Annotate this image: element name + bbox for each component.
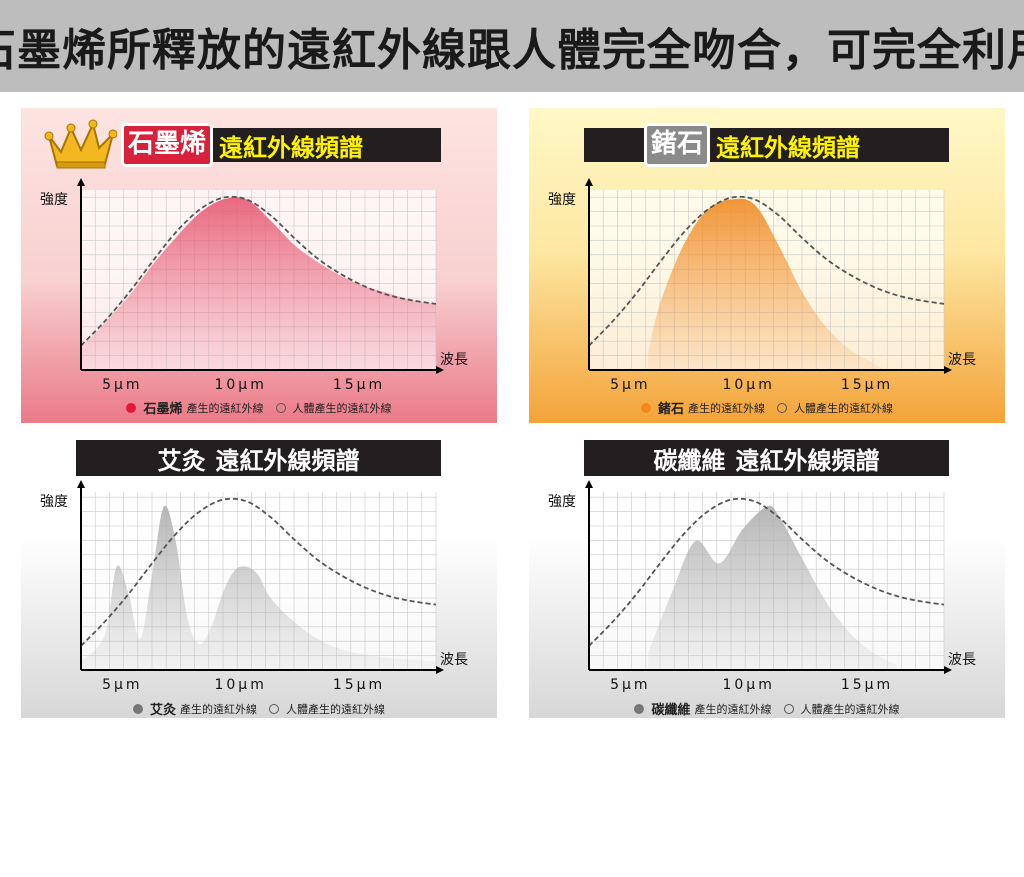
moxa-legend-suffix: 產生的遠紅外線 [180,702,257,716]
human-curve [80,497,437,647]
legend-dot [634,703,645,714]
tick-label: 15μm [333,377,385,393]
material-area [648,505,897,670]
tick-label: 5μm [102,677,142,693]
carbon-legend-material: 碳纖維 [651,703,691,718]
moxa-legend-human: 人體產生的遠紅外線 [286,702,385,716]
material-area [648,198,885,370]
tick-label: 15μm [841,377,893,393]
legend-ring [269,703,279,714]
graphene-title-text: 遠紅外線頻譜 [219,133,364,162]
y-axis-label: 強度 [40,494,68,510]
tick-label: 10μm [722,377,774,393]
germanium-legend-suffix: 產生的遠紅外線 [688,401,765,415]
carbon-title-text: 遠紅外線頻譜 [735,446,880,475]
crown-icon [44,119,117,169]
legend-ring [275,402,286,413]
graphene-title-bar: 石墨烯 遠紅外線頻譜 [121,123,441,167]
y-axis-label: 強度 [548,494,576,510]
graphene-legend-human: 人體產生的遠紅外線 [292,401,392,415]
legend-dot [132,703,143,714]
tick-label: 15μm [333,677,385,693]
moxa-title-bar: 艾灸 遠紅外線頻譜 [76,440,441,476]
y-axis-label: 強度 [40,192,68,208]
moxa-panel: 強度波長 5μm 10μm 15μm 艾灸 遠紅外線頻譜 艾灸 產生的遠紅外線 人體產… [21,440,497,718]
x-axis-arrow [436,666,444,674]
y-axis-arrow [585,178,593,186]
germanium-title-bar: 鍺石 遠紅外線頻譜 [584,123,949,167]
moxa-legend: 艾灸 產生的遠紅外線 人體產生的遠紅外線 [21,699,497,718]
x-axis-arrow [944,666,952,674]
human-curve [588,195,945,347]
y-axis-arrow [77,178,85,186]
material-area [81,505,436,670]
carbon-legend-suffix: 產生的遠紅外線 [694,702,772,716]
legend-ring [777,402,787,413]
y-axis-label: 強度 [548,192,576,208]
carbon-legend: 碳纖維 產生的遠紅外線 人體產生的遠紅外線 [529,699,1005,718]
x-axis-arrow [436,366,444,374]
legend-dot [126,402,137,413]
carbon-title-material: 碳纖維 [653,446,726,475]
tick-label: 10μm [214,677,266,693]
x-axis-arrow [944,366,952,374]
moxa-title-material: 艾灸 [157,446,206,475]
germanium-legend-human: 人體產生的遠紅外線 [794,401,893,415]
x-axis-label: 波長 [948,352,976,368]
human-curve [588,497,945,647]
tick-label: 5μm [610,677,650,693]
tick-label: 15μm [841,677,893,693]
graphene-title-material: 石墨烯 [121,123,214,167]
tick-label: 10μm [214,377,266,393]
human-curve [80,195,437,347]
tick-label: 10μm [722,677,774,693]
material-area [81,197,436,370]
moxa-title-text: 遠紅外線頻譜 [215,446,360,475]
germanium-legend-material: 鍺石 [657,402,684,417]
carbon-panel: 強度波長 5μm 10μm 15μm 碳纖維 遠紅外線頻譜 碳纖維 產生的遠紅外線 人… [529,440,1005,718]
graphene-legend-material: 石墨烯 [143,402,183,417]
germanium-title-text: 遠紅外線頻譜 [716,133,861,162]
y-axis-arrow [77,480,85,488]
x-axis-label: 波長 [948,652,976,668]
carbon-legend-human: 人體產生的遠紅外線 [800,702,900,716]
moxa-legend-material: 艾灸 [149,703,176,718]
germanium-title-material: 鍺石 [644,123,711,167]
x-axis-label: 波長 [440,352,468,368]
graphene-legend: 石墨烯 產生的遠紅外線 人體產生的遠紅外線 [21,398,497,417]
germanium-legend: 鍺石 產生的遠紅外線 人體產生的遠紅外線 [529,398,1005,417]
germanium-panel: 強度波長 5μm 10μm 15μm 鍺石 遠紅外線頻譜 鍺石 產生的遠紅外線 人體產… [529,108,1005,423]
legend-dot [640,402,651,413]
graphene-legend-suffix: 產生的遠紅外線 [186,401,264,415]
carbon-title-bar: 碳纖維 遠紅外線頻譜 [584,440,949,476]
page-banner: 石墨烯所釋放的遠紅外線跟人體完全吻合，可完全利用 [0,0,1024,92]
legend-ring [783,703,794,714]
x-axis-label: 波長 [440,652,468,668]
tick-label: 5μm [610,377,650,393]
tick-label: 5μm [102,377,142,393]
page-title: 石墨烯所釋放的遠紅外線跟人體完全吻合，可完全利用 [0,25,1024,76]
y-axis-arrow [585,480,593,488]
graphene-panel: 強度波長 5μm 10μm 15μm 石墨烯 遠紅外線頻譜 石墨烯 產生的遠紅外線 人… [21,108,497,423]
